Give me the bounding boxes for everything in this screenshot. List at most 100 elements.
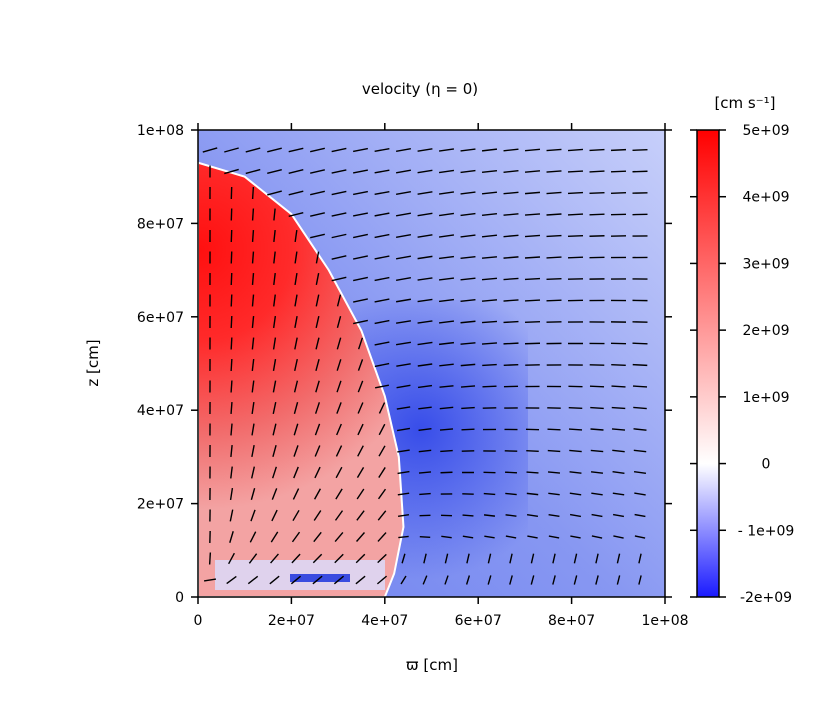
velocity-arrow bbox=[438, 169, 455, 174]
velocity-arrow bbox=[613, 535, 624, 539]
velocity-arrow bbox=[524, 191, 541, 195]
velocity-arrow bbox=[353, 169, 368, 174]
velocity-arrow bbox=[524, 170, 541, 173]
velocity-arrow bbox=[444, 575, 449, 585]
velocity-arrow bbox=[612, 449, 625, 453]
velocity-arrow bbox=[251, 272, 255, 286]
velocity-arrow bbox=[398, 535, 409, 539]
velocity-arrow bbox=[293, 423, 299, 436]
velocity-arrow bbox=[396, 427, 411, 432]
velocity-arrow bbox=[333, 575, 345, 585]
velocity-arrow bbox=[378, 402, 386, 414]
velocity-arrow bbox=[202, 147, 218, 153]
velocity-arrow bbox=[331, 233, 347, 239]
velocity-arrow bbox=[310, 169, 325, 174]
velocity-arrow bbox=[546, 213, 562, 216]
velocity-arrow bbox=[567, 170, 584, 173]
velocity-arrow bbox=[589, 235, 605, 237]
velocity-arrow bbox=[395, 191, 412, 195]
velocity-arrow bbox=[503, 299, 519, 302]
colorbar-tick-label: 5e+09 bbox=[742, 123, 789, 139]
x-tick-label: 8e+07 bbox=[548, 613, 595, 629]
velocity-arrow bbox=[438, 277, 455, 281]
velocity-arrow bbox=[526, 514, 539, 517]
velocity-arrow bbox=[230, 272, 233, 286]
x-tick-label: 2e+07 bbox=[268, 613, 315, 629]
velocity-arrow bbox=[315, 359, 320, 371]
velocity-arrow bbox=[573, 553, 578, 564]
plot-frame bbox=[197, 129, 666, 598]
velocity-arrow bbox=[524, 148, 541, 152]
velocity-arrow bbox=[290, 575, 302, 585]
velocity-arrow bbox=[590, 449, 604, 453]
velocity-arrow bbox=[353, 319, 368, 325]
velocity-arrow bbox=[612, 471, 625, 474]
velocity-arrow bbox=[374, 190, 390, 196]
velocity-arrow bbox=[461, 406, 475, 410]
velocity-arrow bbox=[353, 147, 368, 153]
velocity-arrow bbox=[270, 531, 279, 543]
velocity-arrow bbox=[611, 428, 626, 431]
velocity-arrow bbox=[314, 466, 321, 479]
velocity-arrow bbox=[548, 535, 560, 539]
velocity-arrow bbox=[355, 553, 366, 564]
velocity-arrow bbox=[288, 169, 304, 174]
velocity-arrow bbox=[591, 513, 603, 518]
velocity-arrow bbox=[288, 190, 304, 196]
velocity-arrow bbox=[374, 147, 390, 153]
velocity-arrow bbox=[546, 299, 562, 302]
colorbar-label: [cm s⁻¹] bbox=[714, 94, 775, 112]
velocity-arrow bbox=[638, 553, 642, 564]
velocity-arrow bbox=[418, 406, 432, 410]
velocity-arrow bbox=[315, 251, 320, 264]
y-tick-label: 0 bbox=[175, 590, 184, 606]
velocity-arrow bbox=[374, 276, 390, 282]
velocity-arrow bbox=[271, 509, 278, 522]
velocity-arrow bbox=[357, 380, 364, 393]
velocity-arrow bbox=[334, 531, 344, 543]
velocity-arrow bbox=[591, 492, 603, 496]
velocity-arrow bbox=[315, 315, 320, 329]
velocity-arrow bbox=[272, 358, 277, 372]
velocity-arrow bbox=[524, 256, 541, 259]
velocity-arrow bbox=[418, 449, 432, 453]
velocity-arrow bbox=[294, 251, 298, 264]
velocity-arrow bbox=[251, 186, 255, 200]
velocity-arrow bbox=[288, 212, 304, 217]
velocity-arrow bbox=[524, 277, 541, 281]
velocity-arrow bbox=[466, 553, 470, 564]
colorbar-tick-label: 4e+09 bbox=[742, 190, 789, 206]
velocity-arrow bbox=[569, 513, 582, 518]
velocity-arrow bbox=[589, 213, 605, 216]
velocity-arrow bbox=[481, 256, 498, 259]
velocity-arrow bbox=[632, 342, 648, 345]
velocity-arrow bbox=[336, 423, 342, 436]
velocity-arrow bbox=[417, 148, 433, 152]
velocity-arrow bbox=[481, 191, 498, 195]
velocity-arrow bbox=[460, 299, 476, 302]
velocity-arrow bbox=[547, 428, 561, 431]
velocity-arrow bbox=[273, 208, 276, 221]
velocity-arrow bbox=[377, 488, 387, 500]
velocity-arrow bbox=[251, 315, 255, 329]
velocity-arrow bbox=[487, 553, 492, 564]
velocity-arrow bbox=[314, 402, 321, 414]
velocity-arrow bbox=[503, 277, 519, 281]
velocity-arrow bbox=[590, 428, 604, 431]
velocity-arrow bbox=[612, 513, 625, 518]
velocity-arrow bbox=[460, 148, 476, 152]
velocity-arrow bbox=[251, 423, 255, 436]
velocity-arrow bbox=[336, 337, 342, 350]
velocity-arrow bbox=[460, 169, 476, 174]
velocity-arrow bbox=[444, 553, 449, 564]
x-tick-label: 1e+08 bbox=[641, 613, 688, 629]
velocity-arrow bbox=[417, 298, 433, 303]
y-tick-label: 1e+08 bbox=[137, 123, 184, 139]
velocity-arrow bbox=[552, 553, 556, 564]
velocity-arrow bbox=[400, 575, 407, 585]
velocity-arrow bbox=[567, 213, 584, 216]
velocity-arrow bbox=[509, 575, 513, 585]
velocity-arrow bbox=[482, 363, 497, 367]
velocity-arrow bbox=[481, 169, 498, 174]
